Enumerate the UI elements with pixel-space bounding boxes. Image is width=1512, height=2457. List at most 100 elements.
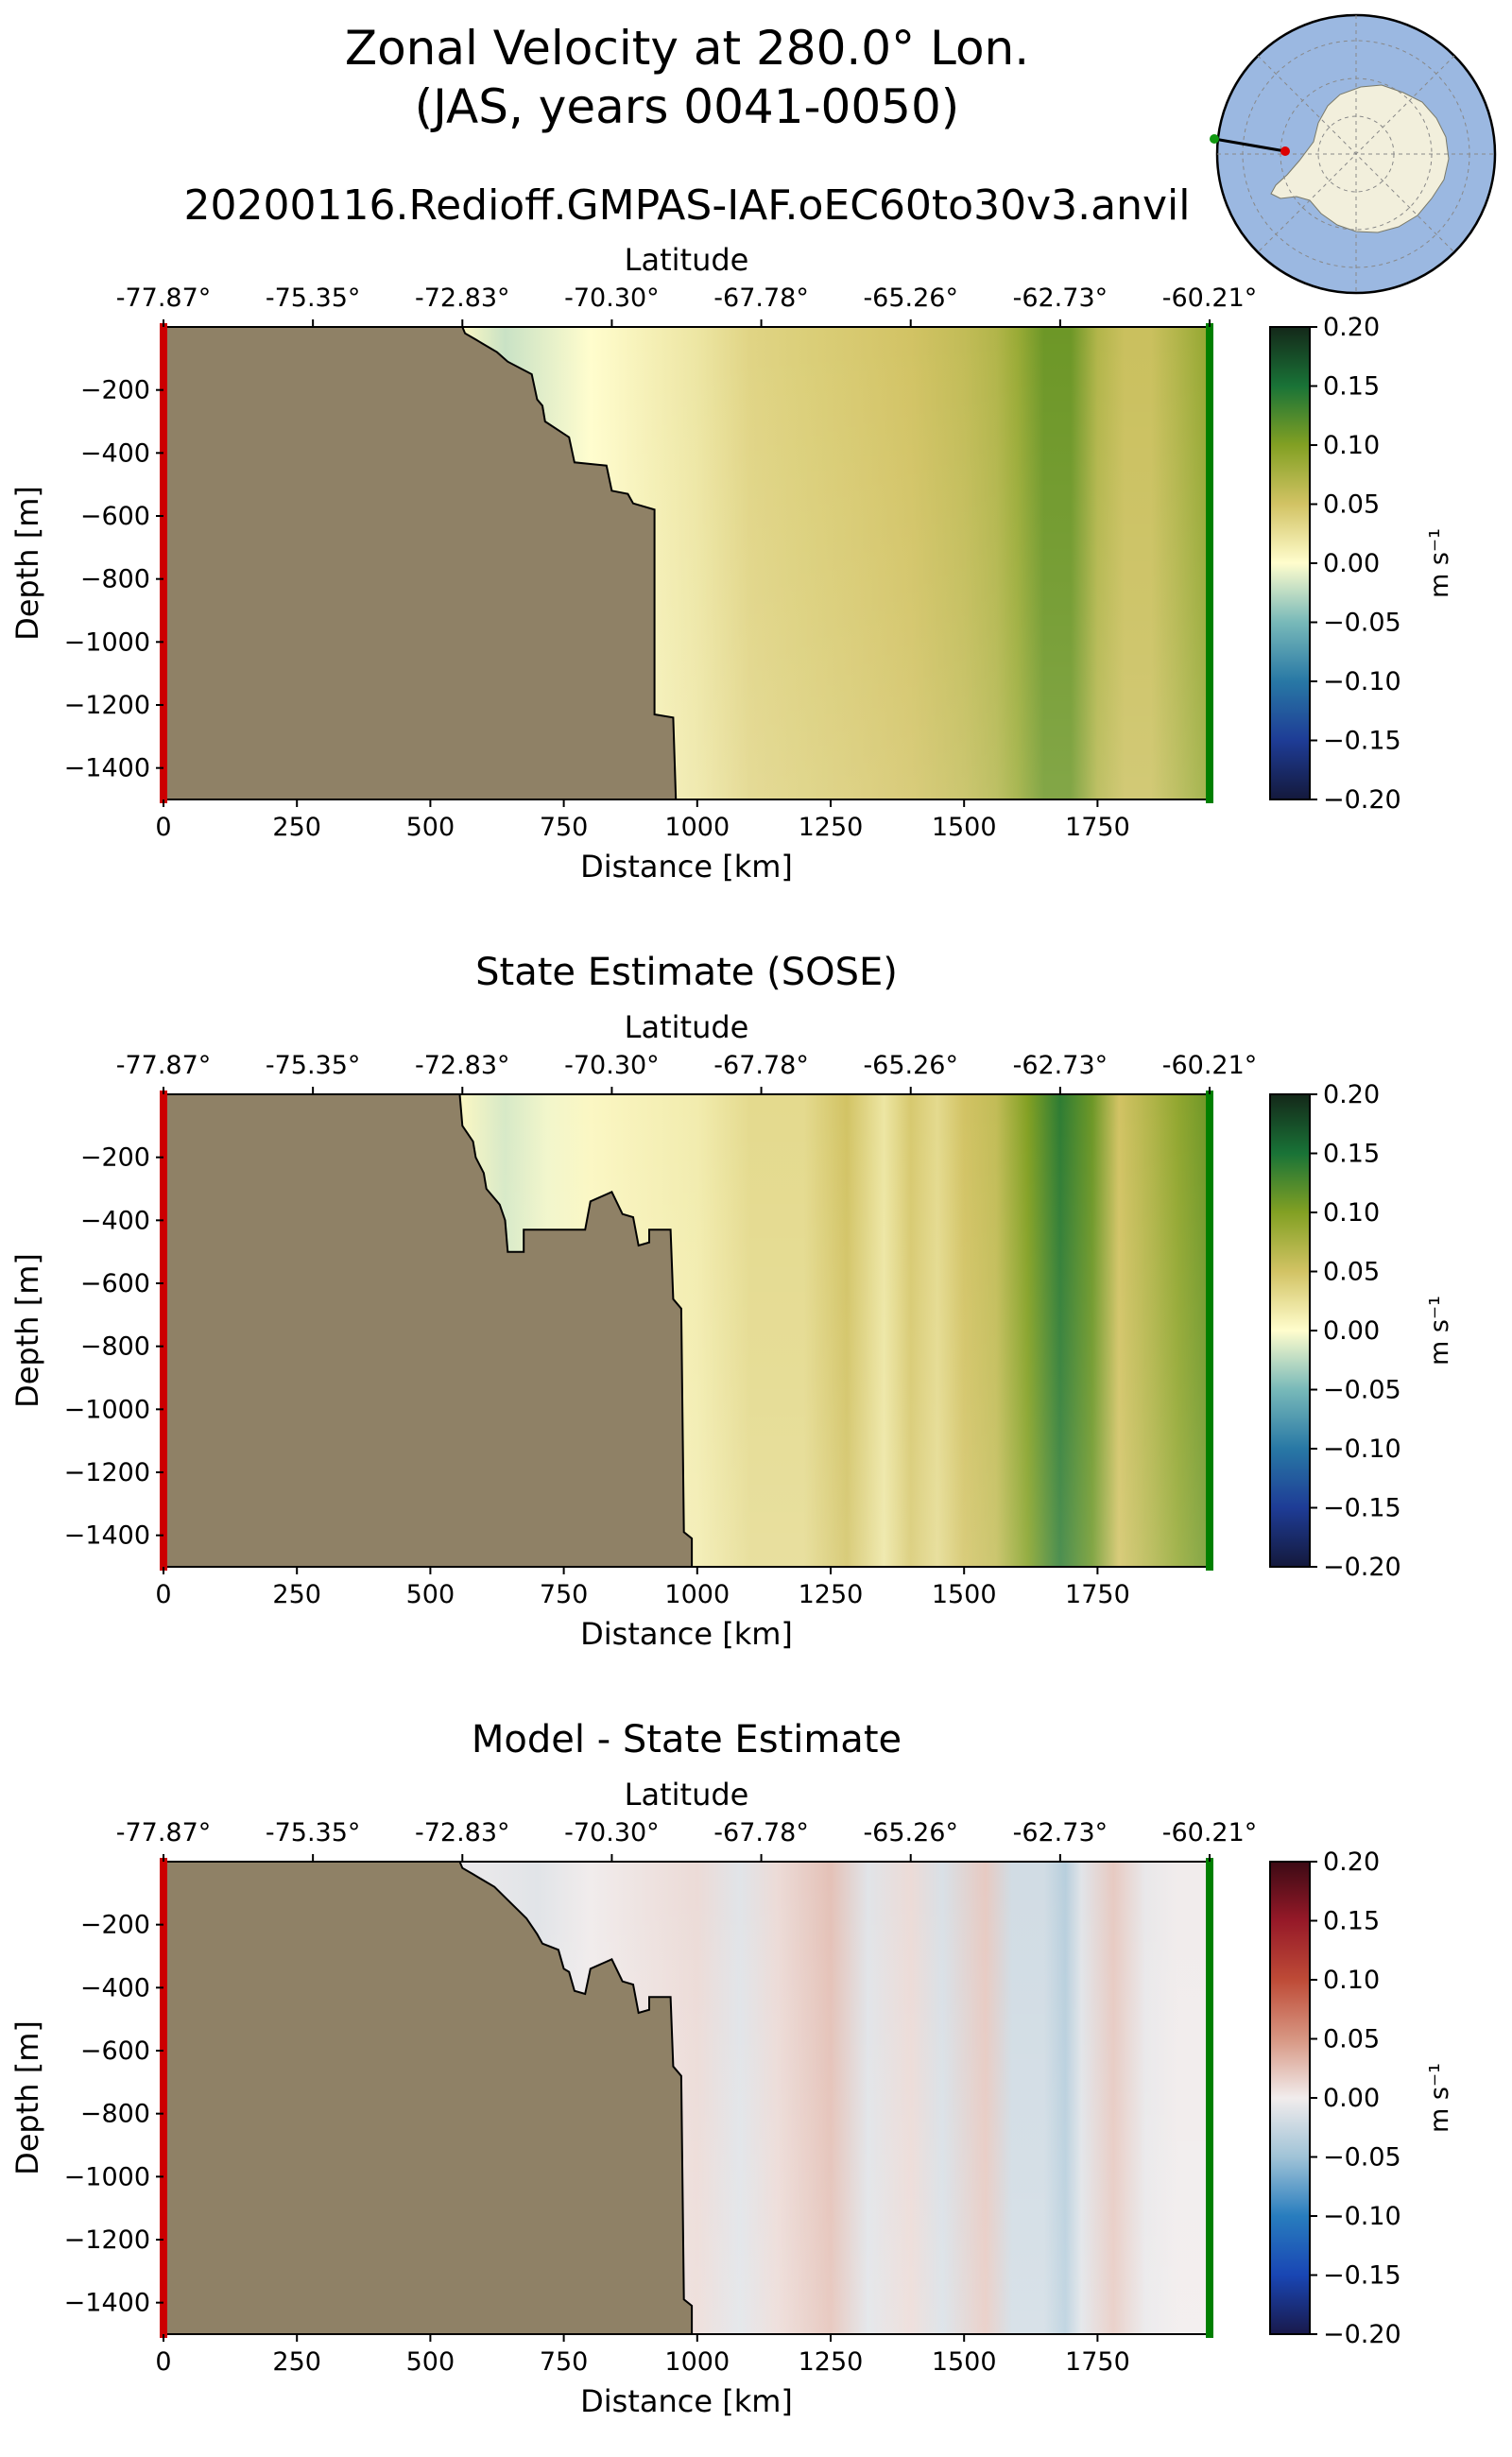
y-tick-label: −200 [80,1143,150,1173]
figure-title-line1: Zonal Velocity at 280.0° Lon. [345,21,1029,76]
y-tick-label: −400 [80,1206,150,1235]
transect-end-marker [1206,1858,1213,2338]
x-tick-label: 250 [272,813,321,842]
panel-1: 0 250 500 750 1000 1250 1500 1750 Distance [km] -… [9,242,1454,885]
y-axis-label: Depth [m] [9,1253,45,1408]
y-axis-label: Depth [m] [9,2020,45,2175]
colorbar-tick-label: 0.10 [1323,431,1380,460]
x-tick-label: 750 [540,813,589,842]
lat-tick-label: -75.35° [266,1818,361,1847]
colorbar-tick-label: −0.10 [1323,667,1401,696]
colorbar-tick-label: 0.00 [1323,2084,1380,2113]
x-tick-label: 750 [540,2347,589,2377]
lat-tick-label: -67.78° [713,1818,809,1847]
colorbar-label: m s⁻¹ [1425,1296,1454,1366]
land-bathymetry [163,1862,693,2334]
lat-tick-label: -67.78° [713,284,809,313]
colorbar-tick-label: 0.05 [1323,490,1380,520]
y-tick-label: −600 [80,2036,150,2066]
x-tick-label: 250 [272,2347,321,2377]
lat-tick-label: -70.30° [564,284,660,313]
colorbar-tick-label: 0.10 [1323,1198,1380,1228]
colorbar-tick-label: 0.15 [1323,372,1380,402]
x-tick-label: 1500 [932,813,997,842]
lat-tick-label: -77.87° [116,1818,212,1847]
bathymetry-outline [163,1093,694,1567]
colorbar-tick-label: 0.00 [1323,1316,1380,1346]
lat-tick-label: -62.73° [1013,1818,1108,1847]
inset-map [1210,13,1497,295]
x-tick-label: 1750 [1065,2347,1130,2377]
lat-tick-label: -72.83° [415,284,510,313]
figure-title-line2: (JAS, years 0041-0050) [415,79,960,134]
lat-tick-label: -77.87° [116,1051,212,1080]
colorbar-tick-label: 0.20 [1323,1847,1380,1877]
x-tick-label: 1250 [799,2347,864,2377]
y-tick-label: −400 [80,438,150,468]
colorbar-tick-label: 0.10 [1323,1966,1380,1995]
x-axis-label: Distance [km] [580,1616,793,1652]
x-tick-label: 1250 [799,1580,864,1609]
inset-transect-start [1280,146,1290,156]
transect-end-marker [1206,323,1213,803]
colorbar-tick-label: 0.15 [1323,1140,1380,1169]
colorbar-tick-label: −0.15 [1323,1494,1401,1523]
transect-start-marker [160,323,167,803]
latitude-axis-label: Latitude [625,1777,749,1813]
x-tick-label: 1000 [664,813,730,842]
colorbar-tick-label: 0.00 [1323,549,1380,578]
colorbar-tick-label: −0.15 [1323,727,1401,756]
x-tick-label: 0 [155,2347,171,2377]
lat-tick-label: -77.87° [116,284,212,313]
lat-tick-label: -75.35° [266,1051,361,1080]
y-tick-label: −1200 [64,2225,150,2255]
x-tick-label: 1750 [1065,1580,1130,1609]
lat-tick-label: -70.30° [564,1818,660,1847]
lat-tick-label: -60.21° [1162,1051,1258,1080]
x-axis-label: Distance [km] [580,2383,793,2419]
y-tick-label: −1400 [64,754,150,783]
colorbar [1269,326,1311,800]
bathymetry-outline [163,1861,694,2334]
colorbar-tick-label: −0.15 [1323,2261,1401,2291]
x-tick-label: 750 [540,1580,589,1609]
x-tick-label: 250 [272,1580,321,1609]
bathymetry-outline [163,326,678,800]
colorbar-tick-label: 0.15 [1323,1907,1380,1936]
x-tick-label: 1500 [932,1580,997,1609]
inset-transect-end [1210,134,1219,144]
x-tick-label: 1000 [664,2347,730,2377]
land-bathymetry [163,327,677,799]
panel-2: State Estimate (SOSE) 0 250 500 750 1000 1250 1… [9,951,1454,1652]
x-tick-label: 0 [155,813,171,842]
colorbar-label: m s⁻¹ [1425,2063,1454,2133]
colorbar-tick-label: 0.05 [1323,2025,1380,2054]
figure-subtitle: 20200116.Redioff.GMPAS-IAF.oEC60to30v3.a… [184,181,1191,230]
lat-tick-label: -62.73° [1013,1051,1108,1080]
lat-tick-label: -72.83° [415,1818,510,1847]
y-tick-label: −1200 [64,1458,150,1487]
y-tick-label: −200 [80,1911,150,1940]
x-tick-label: 500 [406,1580,455,1609]
transect-start-marker [160,1091,167,1571]
panel-title: State Estimate (SOSE) [475,951,898,994]
x-tick-label: 1250 [799,813,864,842]
latitude-axis-label: Latitude [625,1009,749,1045]
x-tick-label: 500 [406,813,455,842]
inset-grid-meridian-4 [1257,55,1455,253]
lat-tick-label: -60.21° [1162,284,1258,313]
panel-3: Model - State Estimate 0 250 500 750 1000 1250… [9,1718,1454,2419]
y-tick-label: −1000 [64,627,150,657]
y-tick-label: −600 [80,502,150,531]
y-tick-label: −800 [80,1332,150,1362]
y-tick-label: −1000 [64,2162,150,2191]
panel-title: Model - State Estimate [472,1718,902,1761]
lat-tick-label: -72.83° [415,1051,510,1080]
colorbar-tick-label: −0.05 [1323,2143,1401,2173]
lat-tick-label: -65.26° [863,284,958,313]
colorbar-tick-label: 0.20 [1323,313,1380,342]
lat-tick-label: -75.35° [266,284,361,313]
colorbar-tick-label: −0.10 [1323,1435,1401,1464]
lat-tick-label: -65.26° [863,1818,958,1847]
